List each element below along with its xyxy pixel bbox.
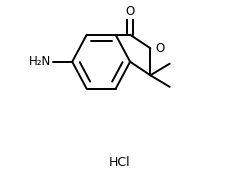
Text: H₂N: H₂N	[29, 55, 51, 68]
Text: O: O	[125, 5, 135, 18]
Text: HCl: HCl	[109, 156, 130, 169]
Text: O: O	[155, 42, 164, 55]
